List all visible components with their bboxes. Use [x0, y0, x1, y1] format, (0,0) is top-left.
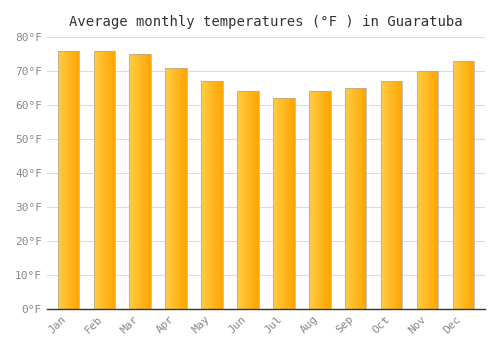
- Bar: [417, 71, 438, 309]
- Bar: [166, 68, 187, 309]
- Bar: [130, 54, 151, 309]
- Bar: [237, 91, 258, 309]
- Bar: [345, 88, 366, 309]
- Bar: [452, 61, 474, 309]
- Bar: [273, 98, 294, 309]
- Bar: [202, 81, 223, 309]
- Bar: [58, 51, 79, 309]
- Bar: [309, 91, 330, 309]
- Title: Average monthly temperatures (°F ) in Guaratuba: Average monthly temperatures (°F ) in Gu…: [69, 15, 462, 29]
- Bar: [381, 81, 402, 309]
- Bar: [94, 51, 115, 309]
